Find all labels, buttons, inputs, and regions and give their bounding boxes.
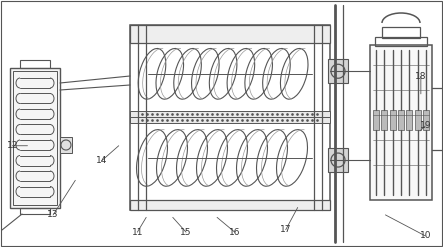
Bar xyxy=(130,25,330,210)
Bar xyxy=(328,148,348,172)
Bar xyxy=(20,60,50,68)
Bar xyxy=(130,111,330,118)
Bar xyxy=(382,27,420,38)
Bar xyxy=(130,25,330,43)
Bar xyxy=(415,110,421,130)
Text: 17: 17 xyxy=(280,225,291,234)
Text: 16: 16 xyxy=(229,228,241,237)
Bar xyxy=(390,110,396,130)
Text: 15: 15 xyxy=(180,228,192,237)
Bar xyxy=(406,110,412,130)
Bar xyxy=(130,200,330,210)
Text: 19: 19 xyxy=(420,122,431,130)
Text: 10: 10 xyxy=(420,231,431,240)
Bar xyxy=(60,137,72,153)
Text: 11: 11 xyxy=(132,228,143,237)
Bar xyxy=(370,45,432,200)
Bar xyxy=(10,68,60,208)
Bar xyxy=(13,71,57,205)
Bar xyxy=(398,110,404,130)
Text: 13: 13 xyxy=(47,210,59,219)
Bar xyxy=(375,37,427,46)
Text: 14: 14 xyxy=(96,156,108,165)
Bar xyxy=(20,208,50,214)
Text: 18: 18 xyxy=(415,72,427,81)
Bar xyxy=(328,59,348,83)
Bar xyxy=(130,118,330,124)
Bar xyxy=(373,110,379,130)
Bar xyxy=(381,110,387,130)
Bar xyxy=(423,110,429,130)
Text: 12: 12 xyxy=(7,141,18,150)
